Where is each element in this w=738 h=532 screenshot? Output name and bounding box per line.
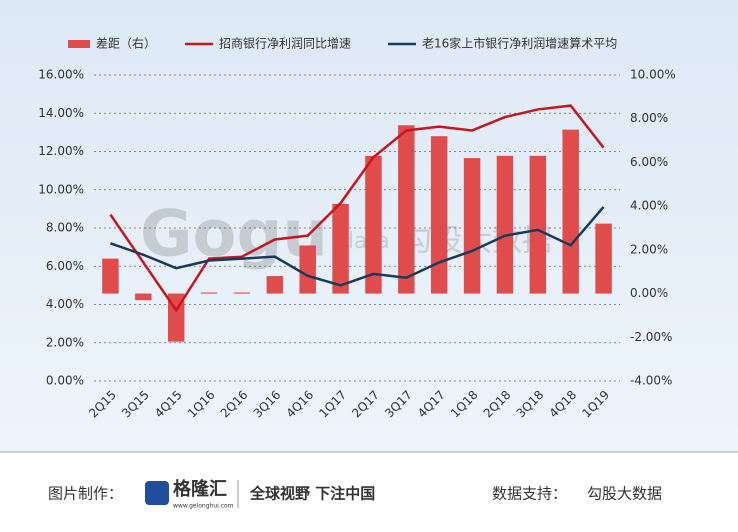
y-tick-label: 10.00%	[38, 182, 84, 196]
y-tick-label: 14.00%	[38, 106, 84, 120]
bar	[496, 155, 514, 294]
y-tick-label: 2.00%	[46, 335, 84, 349]
slogan: 全球视野 下注中国	[249, 485, 375, 503]
footer-text: 数据支持：	[492, 485, 567, 503]
y-tick-label: 4.00%	[46, 297, 84, 311]
y-tick-label: 16.00%	[38, 68, 84, 82]
footer-text: 图片制作：	[48, 485, 123, 503]
legend-label: 差距（右）	[96, 36, 156, 51]
y2-tick-label: -4.00%	[630, 374, 672, 388]
footer-background	[0, 452, 738, 532]
legend-swatch	[68, 40, 90, 48]
bar	[200, 292, 218, 294]
bar	[332, 203, 349, 294]
line	[110, 206, 605, 287]
y2-tick-label: 8.00%	[630, 111, 668, 125]
line	[109, 104, 605, 313]
y-tick-label: 6.00%	[46, 259, 84, 273]
y2-tick-label: 4.00%	[630, 199, 668, 213]
bar	[398, 125, 415, 294]
footer-text: 勾股大数据	[587, 485, 662, 503]
y2-tick-label: 0.00%	[630, 286, 668, 300]
bar	[365, 155, 382, 294]
bar	[299, 245, 316, 294]
y2-tick-label: 6.00%	[630, 155, 668, 169]
y-tick-label: 12.00%	[38, 144, 84, 158]
bar	[595, 223, 612, 294]
y-tick-label: 8.00%	[46, 221, 84, 235]
logo-url: www.gelonghui.com	[173, 503, 234, 510]
bar	[102, 258, 119, 294]
bar	[233, 292, 251, 294]
y2-tick-label: 2.00%	[630, 242, 668, 256]
y2-tick-label: 10.00%	[630, 68, 676, 82]
logo-icon	[145, 481, 169, 505]
bar	[463, 158, 481, 294]
legend-label: 招商银行净利润同比增速	[219, 36, 351, 51]
bar	[430, 136, 448, 294]
bar	[266, 276, 284, 294]
bar	[562, 129, 579, 294]
bar	[529, 155, 547, 294]
logo: 格隆汇	[173, 478, 227, 500]
bar	[135, 293, 152, 301]
y2-tick-label: -2.00%	[630, 330, 672, 344]
legend-label: 老16家上市银行净利润增速算术平均	[422, 36, 617, 51]
y-tick-label: 0.00%	[46, 374, 84, 388]
